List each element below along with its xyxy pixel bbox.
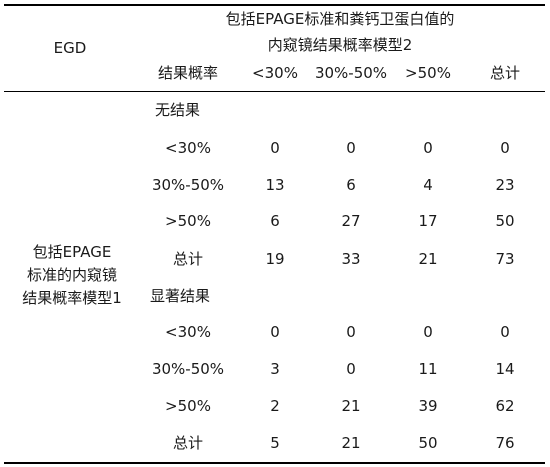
- group-title-no-result: 无结果: [155, 101, 201, 119]
- table-cell: 27: [341, 212, 361, 230]
- table-bottom-rule: [4, 462, 545, 464]
- table-cell: 21: [418, 250, 438, 268]
- table-cell: 5: [270, 434, 280, 452]
- col-header-lt30: <30%: [252, 64, 298, 82]
- result-prob-header: 结果概率: [157, 64, 219, 82]
- table-cell: 21: [341, 434, 361, 452]
- table-cell: 76: [495, 434, 515, 452]
- row-label: 30%-50%: [151, 360, 225, 378]
- table-cell: 0: [346, 139, 356, 157]
- col-header-gt50: >50%: [405, 64, 451, 82]
- col-header-total: 总计: [489, 64, 521, 82]
- model1-label-line3: 结果概率模型1: [22, 289, 122, 307]
- table-cell: 0: [500, 323, 510, 341]
- row-label: >50%: [165, 397, 211, 415]
- row-label: 30%-50%: [151, 176, 225, 194]
- table-cell: 14: [495, 360, 515, 378]
- table-cell: 39: [418, 397, 438, 415]
- table-cell: 0: [270, 323, 280, 341]
- table-cell: 17: [418, 212, 438, 230]
- table-cell: 23: [495, 176, 515, 194]
- table-cell: 62: [495, 397, 515, 415]
- table-cell: 73: [495, 250, 515, 268]
- table-top-rule: [4, 4, 545, 6]
- table-cell: 0: [423, 323, 433, 341]
- model1-side-label: 包括EPAGE 标准的内窥镜 结果概率模型1: [2, 241, 142, 310]
- egd-label: EGD: [53, 39, 87, 57]
- table-cell: 0: [346, 360, 356, 378]
- table-cell: 50: [418, 434, 438, 452]
- table-cell: 13: [265, 176, 285, 194]
- table-cell: 3: [270, 360, 280, 378]
- row-label: <30%: [165, 323, 211, 341]
- model2-title-line1: 包括EPAGE标准和粪钙卫蛋白值的: [225, 10, 455, 28]
- table-cell: 4: [423, 176, 433, 194]
- table-cell: 33: [341, 250, 361, 268]
- row-label: >50%: [165, 212, 211, 230]
- table-cell: 2: [270, 397, 280, 415]
- table-cell: 21: [341, 397, 361, 415]
- table-cell: 6: [270, 212, 280, 230]
- col-header-30-50: 30%-50%: [314, 64, 388, 82]
- model1-label-line1: 包括EPAGE: [32, 243, 112, 261]
- row-label: 总计: [172, 434, 204, 452]
- row-label: <30%: [165, 139, 211, 157]
- table-cell: 0: [346, 323, 356, 341]
- model1-label-line2: 标准的内窥镜: [26, 266, 117, 284]
- group-title-significant-result: 显著结果: [150, 287, 211, 305]
- row-label: 总计: [172, 250, 204, 268]
- table-cell: 11: [418, 360, 438, 378]
- table-cell: 6: [346, 176, 356, 194]
- table-cell: 0: [423, 139, 433, 157]
- model2-title-line2: 内窥镜结果概率模型2: [267, 36, 413, 54]
- table-cell: 0: [270, 139, 280, 157]
- table-cell: 50: [495, 212, 515, 230]
- table-cell: 0: [500, 139, 510, 157]
- table-header-rule: [4, 91, 545, 92]
- table-cell: 19: [265, 250, 285, 268]
